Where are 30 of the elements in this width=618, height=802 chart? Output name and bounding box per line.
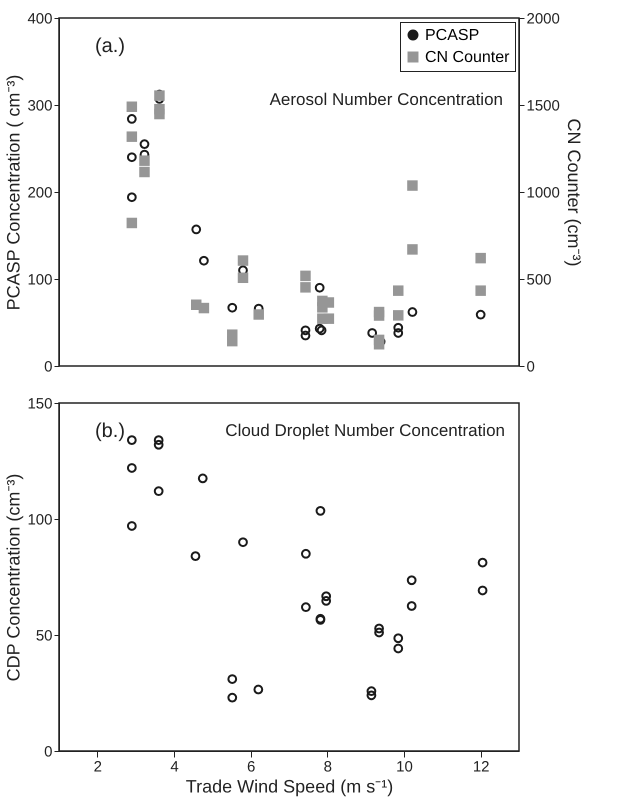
y-tick-label: 400 [27, 10, 52, 28]
y-tick-label: 150 [27, 396, 52, 412]
y2-axis-title: CN Counter (cm⁻³) [564, 118, 584, 267]
x-tick-label: 10 [396, 758, 413, 776]
x-tick-label: 2 [94, 758, 102, 776]
y2-tick-label: 500 [526, 272, 552, 288]
y2-tick-label: 0 [526, 358, 535, 376]
y-tick-label: 0 [44, 744, 52, 760]
annotation: (a.) [95, 35, 125, 57]
legend-label: CN Counter [425, 49, 510, 66]
x-tick-label: 8 [324, 758, 332, 776]
y-tick-label: 200 [27, 184, 52, 202]
y-tick-label: 300 [27, 98, 52, 114]
annotation: Aerosol Number Concentration [270, 90, 503, 109]
y-tick-label: 100 [27, 512, 52, 528]
annotation: Cloud Droplet Number Concentration [225, 421, 505, 440]
y2-tick-label: 1500 [526, 98, 560, 114]
y-axis-title: PCASP Concentration ( cm⁻³) [3, 74, 24, 310]
x-tick-label: 4 [170, 758, 179, 776]
y-tick-label: 100 [27, 272, 52, 288]
y-tick-label: 50 [36, 628, 52, 644]
y-tick-label: 0 [44, 358, 52, 376]
x-tick-label: 12 [472, 758, 490, 776]
x-axis-title: Trade Wind Speed (m s⁻¹) [186, 776, 394, 796]
y-axis-title: CDP Concentration (cm⁻³) [3, 474, 24, 682]
y2-tick-label: 2000 [526, 10, 560, 28]
x-tick-label: 6 [246, 758, 256, 776]
annotation: (b.) [95, 420, 125, 442]
y2-tick-label: 1000 [526, 184, 560, 202]
legend-label: PCASP [425, 27, 480, 44]
